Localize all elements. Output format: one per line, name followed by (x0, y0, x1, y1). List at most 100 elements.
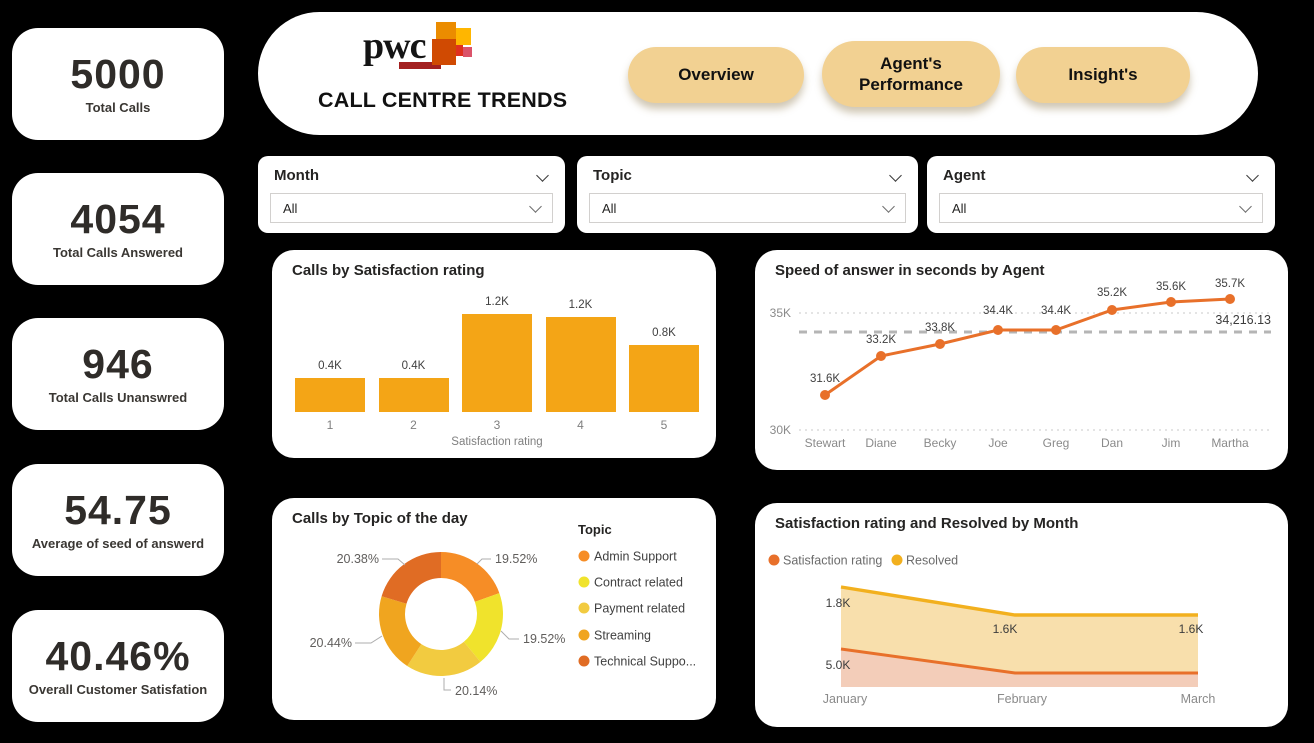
kpi-card-total-calls-answered: 4054 Total Calls Answered (12, 173, 224, 285)
nav-button-insights[interactable]: Insight's (1016, 47, 1190, 103)
x-axis-label: Dan (1101, 436, 1123, 450)
legend-item[interactable]: Payment related (594, 602, 685, 616)
chart-title: Calls by Satisfaction rating (292, 262, 485, 279)
legend-item[interactable]: Contract related (594, 576, 683, 590)
bar-column: 0.8K (629, 250, 699, 412)
header-panel: pwc CALL CENTRE TRENDS Overview Agent's … (258, 12, 1258, 135)
data-point-becky[interactable] (935, 339, 945, 349)
nav-button-agents-performance[interactable]: Agent's Performance (822, 41, 1000, 107)
bar-value-label: 0.4K (401, 360, 426, 372)
chart-title: Calls by Topic of the day (292, 510, 468, 527)
bar-column: 0.4K (295, 250, 365, 412)
filter-month: Month All (258, 156, 565, 233)
line-resolved (840, 585, 1198, 617)
data-point-greg[interactable] (1051, 325, 1061, 335)
bar-rating-2[interactable] (378, 378, 449, 412)
kpi-value: 40.46% (45, 632, 191, 679)
leader-line (382, 558, 406, 566)
bar-rating-4[interactable] (545, 317, 616, 412)
legend-item[interactable]: Technical Suppo... (594, 655, 696, 669)
kpi-label: Overall Customer Satisfation (28, 681, 208, 697)
data-point-joe[interactable] (993, 325, 1003, 335)
chevron-down-icon[interactable] (536, 169, 549, 182)
point-value-label: 33.2K (866, 334, 896, 346)
x-axis-label: Stewart (805, 436, 846, 450)
donut-slice-contract-related[interactable] (463, 593, 503, 662)
pwc-logo-text: pwc (363, 25, 426, 67)
data-point-diane[interactable] (876, 351, 886, 361)
donut-slice-payment-related[interactable] (407, 641, 481, 676)
point-value-label: 34.4K (1041, 305, 1071, 317)
data-label: 1.6K (993, 622, 1018, 636)
bar-column: 0.4K (378, 250, 449, 412)
slice-pct-label: 19.52% (523, 632, 565, 646)
nav-button-overview[interactable]: Overview (628, 47, 804, 103)
donut-slice-technical-support[interactable] (381, 552, 441, 604)
kpi-card-average-speed-of-answer: 54.75 Average of seed of answerd (12, 464, 224, 576)
donut-slice-admin-support[interactable] (441, 552, 500, 602)
data-point-jim[interactable] (1166, 297, 1176, 307)
legend-dot (578, 576, 590, 588)
x-axis-label: 3 (493, 418, 501, 432)
point-value-label: 35.7K (1215, 278, 1245, 290)
page-title: CALL CENTRE TRENDS (318, 88, 568, 112)
panel-calls-by-topic: Calls by Topic of the day 19.52% 20.38% … (272, 498, 716, 720)
bar-value-label: 0.8K (652, 327, 676, 339)
kpi-value: 54.75 (64, 486, 172, 533)
bar-chart: 0.4K 0.4K 1.2K 1.2K 0.8K (295, 250, 699, 412)
chevron-down-icon (882, 199, 895, 213)
legend-dot (578, 655, 590, 667)
point-value-label: 33.8K (925, 322, 955, 334)
x-axis-label: Becky (924, 436, 957, 450)
legend-item[interactable]: Streaming (594, 629, 651, 643)
data-point-stewart[interactable] (820, 390, 830, 400)
area-satisfaction[interactable] (841, 649, 1198, 687)
legend-item[interactable]: Admin Support (594, 550, 677, 564)
donut-chart: 19.52% 20.38% 19.52% 20.44% 20.14% Topic… (310, 522, 697, 698)
x-axis-label: Jim (1162, 436, 1181, 450)
slice-pct-label: 20.44% (310, 636, 352, 650)
leader-line (355, 635, 383, 644)
kpi-card-overall-customer-satisfaction: 40.46% Overall Customer Satisfation (12, 610, 224, 722)
x-axis-label: March (1181, 692, 1216, 706)
line-chart: 35K 30K 34,216.13 31.6K 33.2K 33.8K 34.4… (770, 278, 1271, 450)
x-axis-label: Martha (1211, 436, 1249, 450)
legend-title: Topic (578, 522, 612, 537)
filter-label: Month (274, 167, 319, 184)
topic-dropdown-value: All (602, 200, 617, 216)
filter-topic: Topic All (577, 156, 918, 233)
x-axis-label: Diane (865, 436, 897, 450)
chevron-down-icon[interactable] (1246, 169, 1259, 182)
x-axis-title: Satisfaction rating (451, 436, 543, 448)
x-axis-categories: 1 2 3 4 5 (295, 418, 699, 432)
slice-pct-label: 19.52% (495, 552, 537, 566)
panel-speed-of-answer-by-agent: Speed of answer in seconds by Agent 35K … (755, 250, 1288, 470)
data-point-martha[interactable] (1225, 294, 1235, 304)
average-line-label: 34,216.13 (1215, 313, 1271, 327)
panel-calls-by-satisfaction-rating: Calls by Satisfaction rating 0.4K 0.4K 1… (272, 250, 716, 458)
x-axis-label: 1 (326, 418, 334, 432)
filter-label: Topic (593, 167, 632, 184)
x-axis-label: January (823, 692, 868, 706)
bar-rating-5[interactable] (629, 345, 699, 412)
pwc-logo-mark-icon (399, 20, 477, 72)
month-dropdown[interactable]: All (270, 193, 553, 223)
data-point-dan[interactable] (1107, 305, 1117, 315)
area-chart: Satisfaction rating Resolved 1.8K 1.6K 1… (768, 554, 1216, 706)
x-axis-label: February (997, 692, 1048, 706)
agent-dropdown[interactable]: All (939, 193, 1263, 223)
legend-item[interactable]: Satisfaction rating (783, 554, 882, 568)
x-axis-label: Joe (988, 436, 1008, 450)
point-value-label: 35.6K (1156, 281, 1186, 293)
bar-rating-3[interactable] (462, 314, 532, 412)
bar-value-label: 1.2K (485, 296, 509, 308)
topic-dropdown[interactable]: All (589, 193, 906, 223)
legend-item[interactable]: Resolved (906, 554, 958, 568)
bar-rating-1[interactable] (295, 378, 365, 412)
donut-slice-streaming[interactable] (379, 596, 422, 666)
legend-dot (768, 554, 780, 566)
chevron-down-icon[interactable] (889, 169, 902, 182)
y-tick-label: 35K (770, 306, 791, 320)
leader-line (443, 678, 451, 691)
